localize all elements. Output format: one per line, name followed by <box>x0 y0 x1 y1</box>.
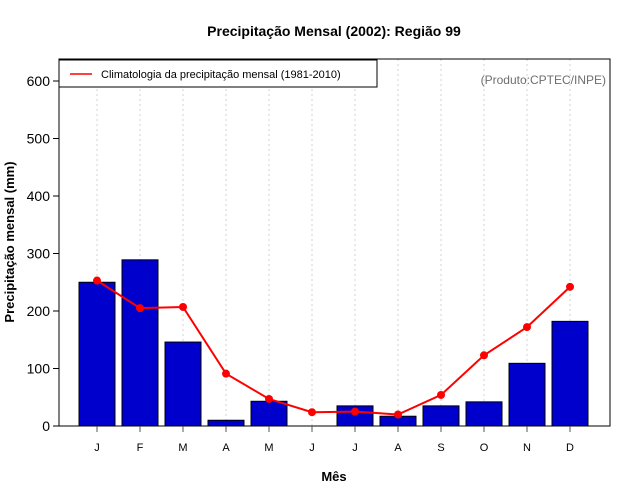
bar-9 <box>465 401 503 427</box>
legend: Climatologia da precipitação mensal (198… <box>58 59 378 88</box>
x-tick-label: D <box>566 442 574 454</box>
x-tick-label: N <box>523 442 531 454</box>
y-axis: 0 100 200 300 400 500 600 <box>27 73 59 434</box>
climatology-point-4 <box>265 394 273 403</box>
climatology-point-2 <box>179 302 187 311</box>
climatology-line <box>93 276 574 419</box>
plot-border <box>58 58 611 427</box>
x-tick-label: A <box>222 442 230 454</box>
bar-4 <box>250 400 288 427</box>
credit-annotation: (Produto:CPTEC/INPE) <box>481 73 606 87</box>
climatology-polyline <box>96 279 571 416</box>
y-tick-label: 100 <box>27 361 51 377</box>
x-tick-label: J <box>309 442 315 454</box>
x-tick-label: M <box>264 442 273 454</box>
x-tick-label: O <box>480 442 489 454</box>
x-axis-label: Mês <box>321 469 346 484</box>
y-tick-label: 0 <box>42 418 50 434</box>
bar-8 <box>422 405 460 427</box>
climatology-point-6 <box>351 407 359 416</box>
x-tick-label: M <box>178 442 187 454</box>
y-tick-label: 500 <box>27 131 51 147</box>
climatology-point-11 <box>566 282 574 291</box>
climatology-point-3 <box>222 369 230 378</box>
climatology-point-8 <box>437 390 445 399</box>
climatology-point-10 <box>523 323 531 332</box>
x-tick-label: A <box>394 442 402 454</box>
y-tick-label: 400 <box>27 188 51 204</box>
bar-1 <box>121 259 159 427</box>
bar-11 <box>551 320 589 427</box>
bar-2 <box>164 341 202 427</box>
chart-title: Precipitação Mensal (2002): Região 99 <box>207 23 461 39</box>
y-tick-label: 200 <box>27 303 51 319</box>
y-axis-label: Precipitação mensal (mm) <box>2 161 17 322</box>
climatology-point-7 <box>394 410 402 419</box>
x-tick-label: S <box>437 442 444 454</box>
bar-3 <box>207 419 245 427</box>
climatology-point-5 <box>308 408 316 417</box>
bars <box>78 259 589 427</box>
y-tick-label: 300 <box>27 246 51 262</box>
bar-10 <box>508 362 546 427</box>
bar-0 <box>78 281 116 427</box>
climatology-point-1 <box>136 304 144 313</box>
y-tick-label: 600 <box>27 73 51 89</box>
climatology-point-9 <box>480 351 488 360</box>
x-tick-label: J <box>352 442 358 454</box>
x-tick-label: J <box>94 442 100 454</box>
x-tick-label: F <box>137 442 144 454</box>
climatology-point-0 <box>93 276 101 285</box>
legend-entry-climatology: Climatologia da precipitação mensal (198… <box>101 69 341 81</box>
legend-box <box>58 59 378 88</box>
